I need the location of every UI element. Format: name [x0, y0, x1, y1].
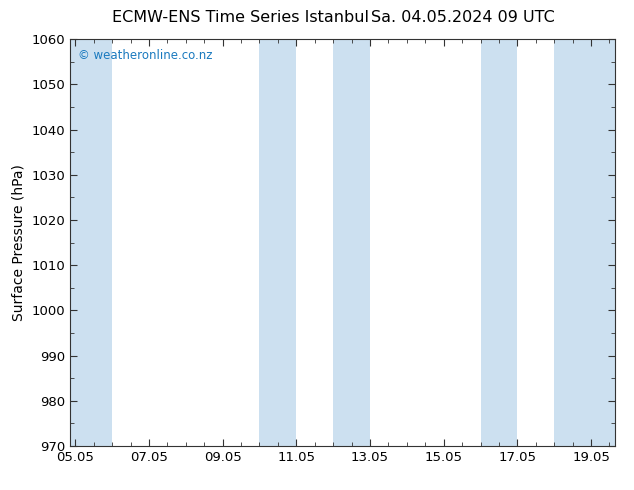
Bar	[259, 39, 296, 446]
Text: ECMW-ENS Time Series Istanbul: ECMW-ENS Time Series Istanbul	[112, 10, 370, 24]
Bar	[481, 39, 517, 446]
Y-axis label: Surface Pressure (hPa): Surface Pressure (hPa)	[11, 164, 25, 321]
Bar	[333, 39, 370, 446]
Text: © weatheronline.co.nz: © weatheronline.co.nz	[78, 49, 212, 62]
Text: Sa. 04.05.2024 09 UTC: Sa. 04.05.2024 09 UTC	[371, 10, 555, 24]
Bar	[554, 39, 615, 446]
Bar	[70, 39, 112, 446]
